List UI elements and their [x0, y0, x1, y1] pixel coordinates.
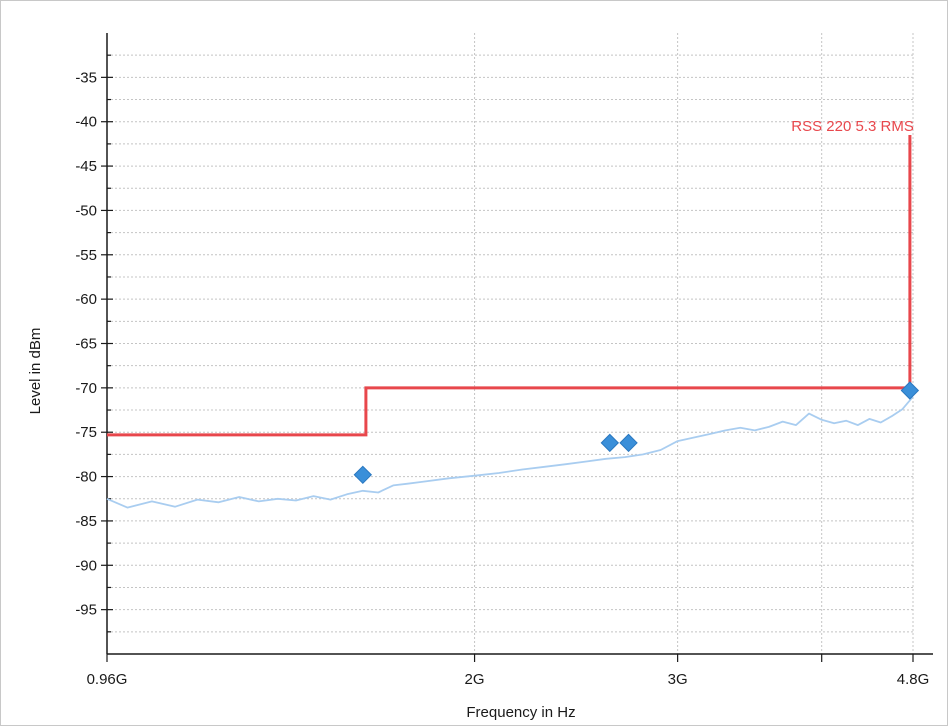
peak-marker — [619, 433, 638, 453]
y-tick-label: -80 — [75, 469, 97, 486]
y-tick-label: -65 — [75, 336, 97, 353]
x-tick-label: 2G — [465, 671, 485, 688]
limit-line — [107, 135, 912, 437]
peak-markers — [353, 381, 920, 485]
y-tick-label: -45 — [75, 158, 97, 175]
x-tick-label: 4.8G — [897, 671, 930, 688]
y-tick-label: -95 — [75, 602, 97, 619]
tick-labels: -95 -90 -85 -80 -75 -70 -65 -60 -55 -50 -45 -40 -35 0… — [75, 69, 929, 688]
limit-line-group: RSS 220 5.3 RMS — [107, 118, 914, 437]
limit-line-label: RSS 220 5.3 RMS — [791, 118, 914, 135]
trace-line — [106, 396, 914, 509]
peak-marker — [600, 433, 620, 453]
x-axis-title: Frequency in Hz — [466, 704, 575, 721]
peak-marker — [900, 381, 920, 400]
y-tick-label: -55 — [75, 247, 97, 264]
peak-marker — [353, 465, 373, 485]
y-tick-label: -60 — [75, 291, 97, 308]
measurement-trace — [106, 396, 914, 509]
y-tick-label: -90 — [75, 557, 97, 574]
y-tick-label: -85 — [75, 513, 97, 530]
y-tick-label: -75 — [75, 424, 97, 441]
x-tick-label: 3G — [668, 671, 688, 688]
y-tick-label: -35 — [75, 69, 97, 86]
x-tick-label: 0.96G — [87, 671, 128, 688]
y-tick-label: -50 — [75, 202, 97, 219]
y-tick-label: -40 — [75, 114, 97, 131]
grid — [107, 33, 914, 654]
y-tick-label: -70 — [75, 380, 97, 397]
axes — [101, 33, 933, 662]
y-axis-title: Level in dBm — [27, 328, 44, 415]
